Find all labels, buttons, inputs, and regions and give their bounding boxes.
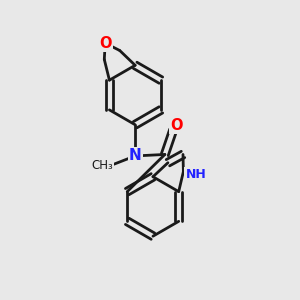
- Text: CH₃: CH₃: [92, 159, 113, 172]
- Text: O: O: [170, 118, 183, 133]
- Text: O: O: [99, 36, 111, 51]
- Text: NH: NH: [185, 167, 206, 181]
- Text: N: N: [129, 148, 142, 164]
